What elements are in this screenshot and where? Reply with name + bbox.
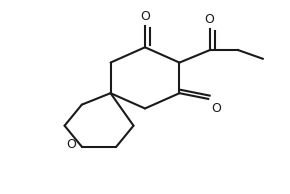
Text: O: O — [205, 13, 215, 26]
Text: O: O — [66, 138, 76, 151]
Text: O: O — [212, 102, 222, 115]
Text: O: O — [140, 10, 150, 23]
